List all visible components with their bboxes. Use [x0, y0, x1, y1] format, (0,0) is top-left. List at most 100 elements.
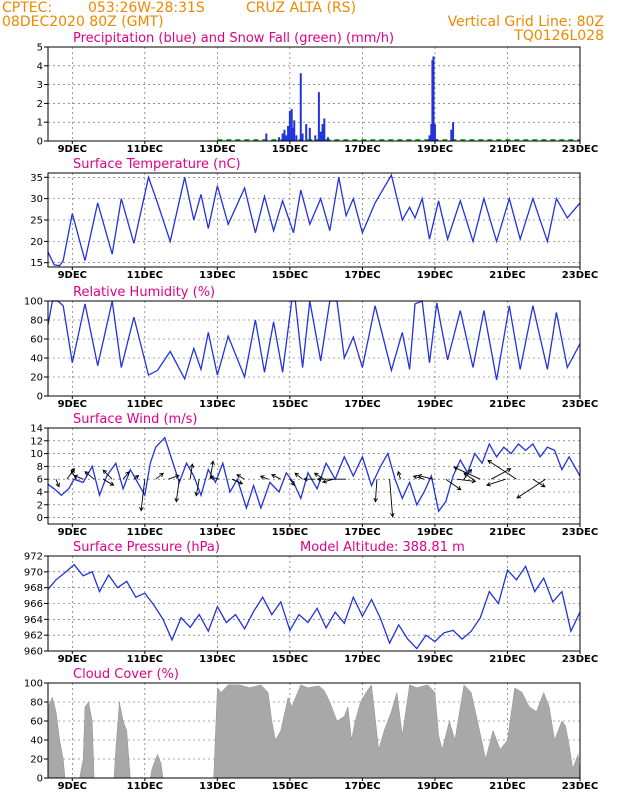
wind-vector	[209, 475, 220, 480]
precip-bar	[295, 135, 298, 141]
precip-bar	[323, 118, 326, 141]
y-tick-label: 40	[30, 354, 43, 365]
panel-1: Precipitation (blue) and Snow Fall (gree…	[37, 31, 599, 155]
precip-bar	[291, 127, 294, 141]
wind-vector	[294, 472, 303, 480]
panel-5: Surface Pressure (hPa) Model Altitude: 38…	[24, 540, 598, 665]
precip-bar	[288, 110, 291, 141]
wind-vector	[139, 479, 146, 512]
panel-title: Surface Temperature (nC)	[73, 157, 241, 172]
wind-vector	[321, 478, 334, 484]
plot-frame	[47, 427, 581, 525]
header-date: 08DEC2020 80Z (GMT)	[2, 14, 164, 30]
precip-bar	[428, 135, 431, 141]
panel-title: Surface Pressure (hPa)	[73, 540, 220, 555]
wind-vector	[486, 478, 506, 487]
x-tick-label: 9DEC	[58, 527, 87, 538]
panel-6: Cloud Cover (%) 0 20 40 60 80 100 9DEC 11DEC 13DE…	[24, 667, 598, 792]
x-tick-label: 11DEC	[127, 399, 163, 410]
wind-vector	[194, 479, 200, 497]
wind-vector	[66, 467, 75, 480]
y-tick-label: 964	[24, 615, 43, 626]
y-tick-label: 4	[37, 61, 43, 72]
wind-vector	[174, 479, 180, 503]
x-tick-label: 17DEC	[344, 781, 380, 792]
y-tick-label: 960	[24, 647, 43, 658]
wind-vector	[102, 478, 115, 486]
cloud-cover-area	[47, 684, 581, 779]
x-tick-label: 9DEC	[58, 781, 87, 792]
y-tick-label: 60	[30, 717, 43, 728]
x-tick-label: 13DEC	[199, 781, 235, 792]
series-line	[47, 563, 581, 650]
panel-2: Surface Temperature (nC) 15 20 25 30 35 9DEC 11…	[30, 157, 598, 281]
y-tick-label: 60	[30, 335, 43, 346]
y-tick-label: 30	[30, 194, 43, 205]
x-tick-label: 19DEC	[417, 527, 453, 538]
wind-vector	[463, 468, 473, 480]
wind-vector	[259, 475, 269, 480]
precip-bar	[287, 125, 290, 141]
x-tick-label: 21DEC	[489, 527, 525, 538]
precip-bar	[299, 73, 302, 141]
y-tick-label: 35	[30, 173, 43, 184]
x-tick-label: 21DEC	[489, 654, 525, 665]
y-tick-label: 2	[37, 500, 43, 511]
header-source: CPTEC:	[2, 0, 53, 16]
plot-frame	[47, 682, 581, 779]
x-tick-label: 11DEC	[127, 654, 163, 665]
x-tick-label: 21DEC	[489, 270, 525, 281]
x-tick-label: 11DEC	[127, 527, 163, 538]
x-tick-label: 13DEC	[199, 654, 235, 665]
header-coords: 053:26W-28:31S	[88, 0, 205, 16]
x-tick-label: 19DEC	[417, 144, 453, 155]
wind-vector	[490, 468, 512, 480]
y-tick-label: 1	[37, 118, 43, 129]
x-tick-label: 19DEC	[417, 399, 453, 410]
y-tick-label: 100	[24, 297, 43, 308]
precip-bar	[314, 135, 317, 141]
wind-vector	[396, 470, 402, 480]
y-tick-label: 8	[37, 462, 43, 473]
x-tick-label: 9DEC	[58, 654, 87, 665]
precip-bar	[305, 124, 308, 141]
wind-vector	[155, 472, 164, 480]
y-tick-label: 80	[30, 698, 43, 709]
x-tick-label: 17DEC	[344, 527, 380, 538]
header-station: CRUZ ALTA (RS)	[246, 0, 357, 16]
y-tick-label: 10	[30, 449, 43, 460]
precip-bar	[281, 133, 284, 141]
wind-vector	[389, 479, 395, 518]
wind-vector	[84, 471, 95, 480]
x-tick-label: 9DEC	[58, 270, 87, 281]
precip-bar	[283, 129, 286, 141]
x-tick-label: 15DEC	[272, 527, 308, 538]
y-tick-label: 2	[37, 99, 43, 110]
x-tick-label: 15DEC	[272, 654, 308, 665]
y-tick-label: 14	[30, 424, 43, 435]
precip-bar	[285, 135, 288, 141]
y-tick-label: 968	[24, 583, 43, 594]
wind-vector	[313, 472, 325, 480]
y-tick-label: 0	[37, 392, 43, 403]
precip-bar	[290, 109, 293, 141]
x-tick-label: 15DEC	[272, 270, 308, 281]
y-tick-label: 20	[30, 237, 43, 248]
wind-vector	[122, 470, 130, 480]
panel-title: Surface Wind (m/s)	[73, 412, 197, 427]
wind-vector	[236, 474, 245, 480]
x-tick-label: 11DEC	[127, 144, 163, 155]
x-tick-label: 13DEC	[199, 527, 235, 538]
precip-bar	[450, 129, 453, 141]
y-tick-label: 20	[30, 755, 43, 766]
y-tick-label: 962	[24, 631, 43, 642]
x-tick-label: 21DEC	[489, 144, 525, 155]
wind-vector	[189, 463, 195, 480]
panel-title: Cloud Cover (%)	[73, 667, 179, 682]
precip-bar	[432, 56, 435, 141]
wind-vector	[532, 478, 546, 488]
y-tick-label: 100	[24, 679, 43, 690]
y-tick-label: 12	[30, 436, 43, 447]
precip-bar	[431, 60, 434, 141]
header-code: TQ0126L028	[514, 28, 604, 44]
